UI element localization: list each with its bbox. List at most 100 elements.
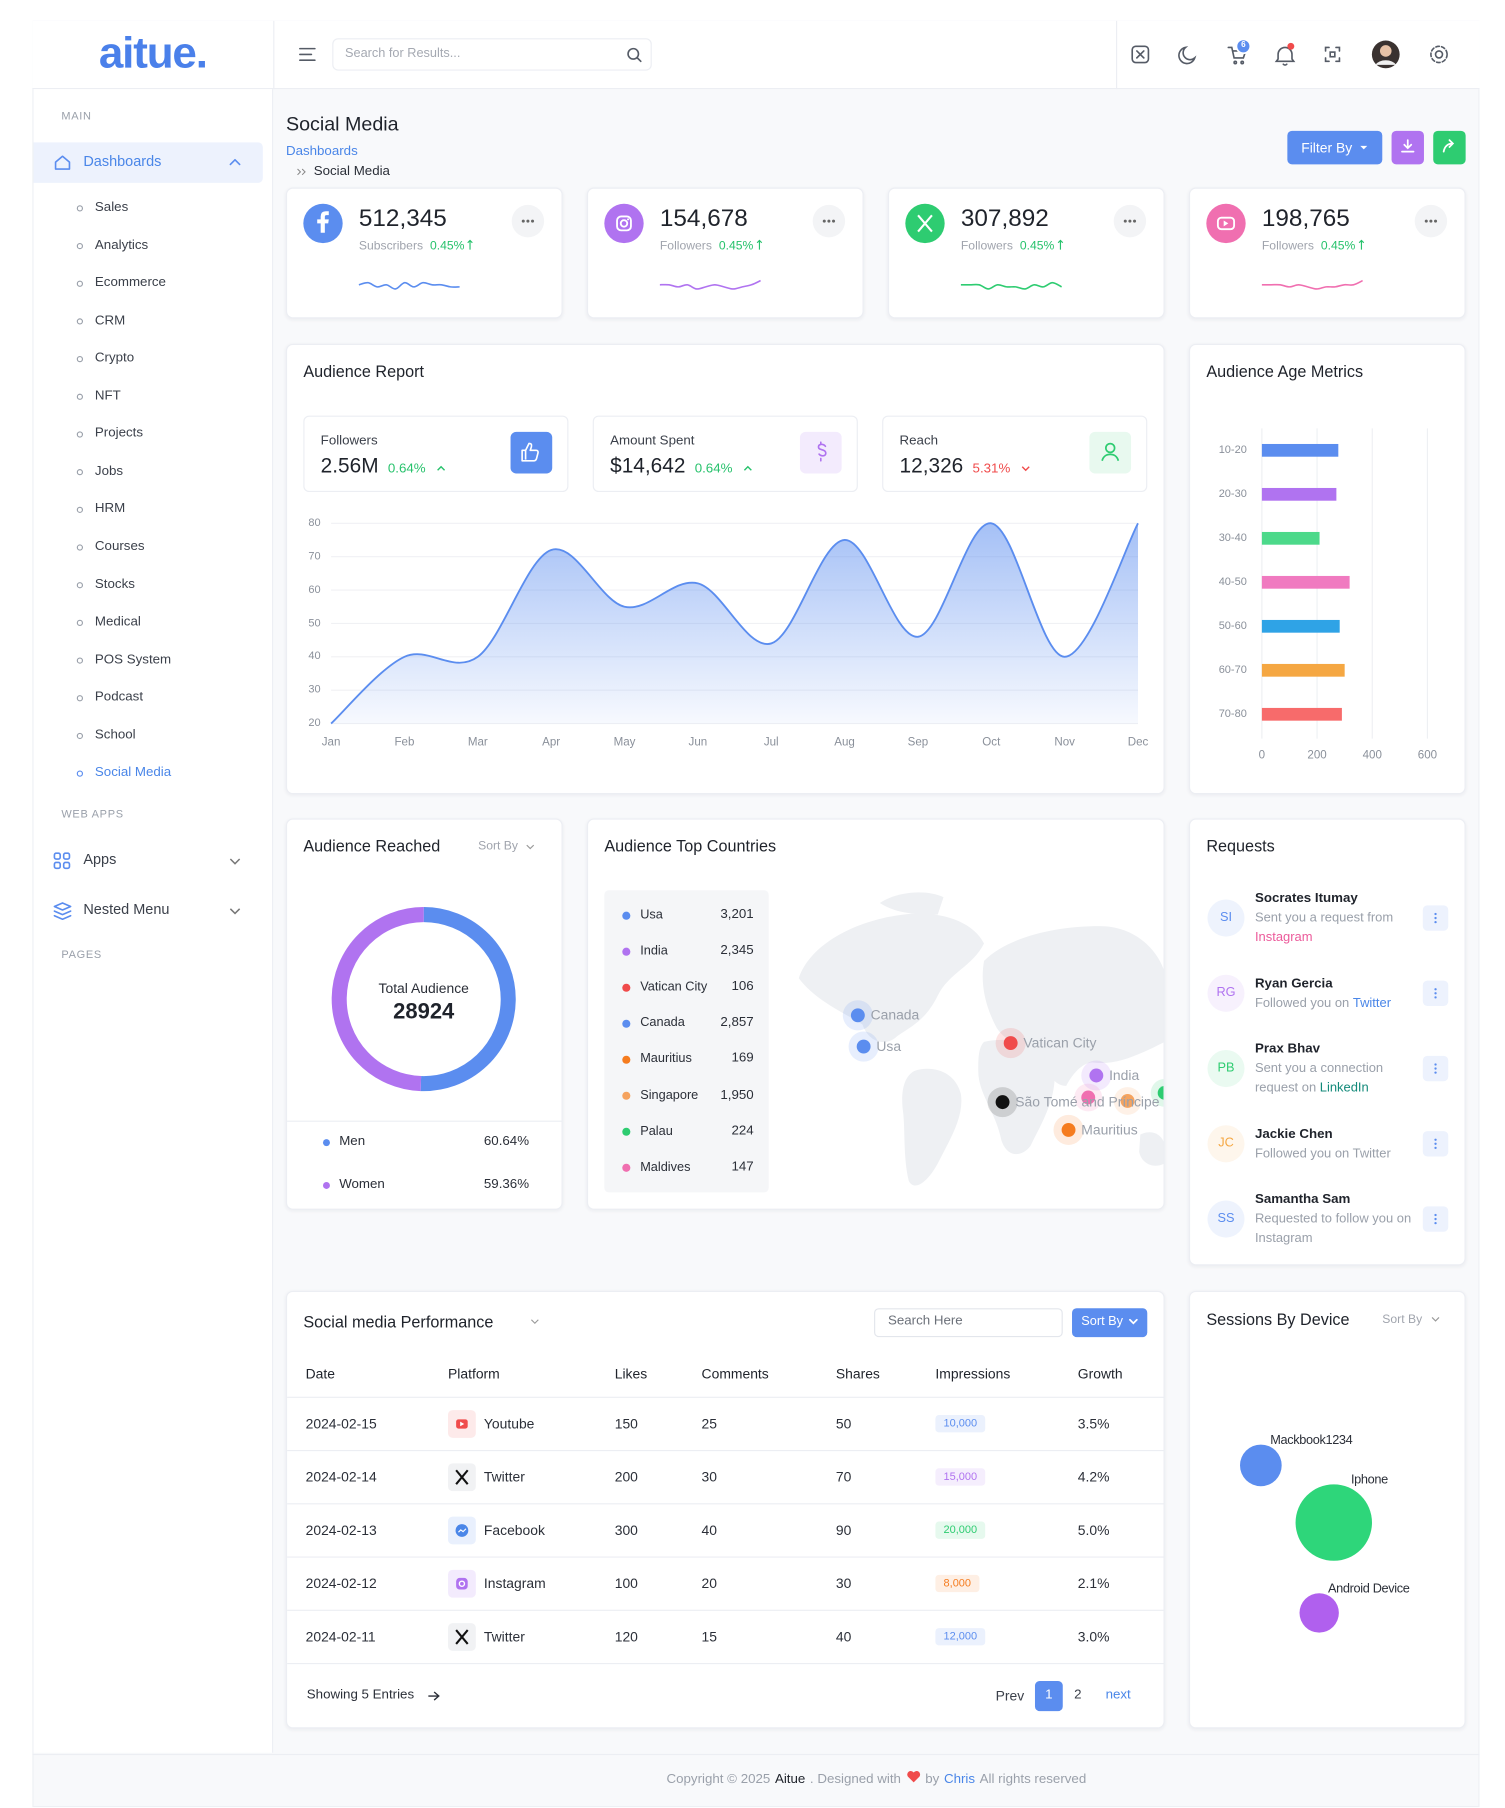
icon-part [1136,50,1145,59]
filter-label[interactable]: Filter By [1301,139,1353,157]
more-dot [1429,219,1433,223]
avatar-initials: JC [1218,1136,1234,1151]
menu-group[interactable]: Nested Menu [83,901,170,918]
stat-label: Subscribers [358,239,424,254]
cell-platform: Instagram [483,1575,546,1592]
country-dot [622,1019,631,1028]
stat-meta: Followers 0.45% [1262,239,1365,254]
icon-part [627,218,630,221]
search-box[interactable] [332,38,652,71]
icon-part [1360,145,1368,150]
menu-item[interactable]: HRM [94,501,126,516]
menu-item[interactable]: Medical [94,614,141,629]
donut-total: 28924 [393,999,455,1025]
pagination-next[interactable]: next [1105,1688,1131,1702]
stat-label: Followers [1261,239,1314,254]
author-link[interactable]: Chris [943,1772,976,1787]
stat-value: 307,892 [960,205,1049,233]
sort-label[interactable]: Sort By [1382,1312,1423,1327]
avatar-initials: SI [1219,910,1233,925]
country-name: Mauritius [640,1052,692,1066]
request-link[interactable]: LinkedIn [1319,1081,1369,1096]
trend-arrow [1358,239,1364,250]
menu-item[interactable]: Analytics [94,238,149,252]
stat-change: 0.45% [718,239,754,254]
menu-item[interactable]: Social Media [94,765,172,780]
menu-group[interactable]: Dashboards [83,153,162,170]
kpi-label: Reach [899,434,939,449]
menu-item[interactable]: Projects [94,426,144,441]
bubble [1295,1484,1372,1561]
menu-item[interactable]: Jobs [94,464,124,479]
menu-bullet [76,657,84,664]
icon-part [1223,220,1229,227]
pagination-page[interactable]: 2 [1074,1688,1082,1702]
cell-platform: Twitter [483,1468,525,1486]
bubble-label: Android Device [1328,1582,1410,1596]
kebab-dot [1434,1213,1437,1217]
pagination-prev[interactable]: Prev [995,1687,1025,1704]
menu-item[interactable]: NFT [94,388,121,403]
sort-label[interactable]: Sort By [1081,1314,1124,1329]
menu-item[interactable]: Podcast [94,690,144,705]
menu-item[interactable]: CRM [94,313,126,328]
stat-icon [604,203,644,244]
map-dot [995,1095,1010,1110]
page-active[interactable] [1034,1680,1063,1712]
map-dot [1089,1068,1104,1083]
table-search[interactable] [874,1308,1063,1338]
country-value: 147 [731,1159,754,1174]
menu-group[interactable]: Apps [83,851,117,868]
pagination-page[interactable]: 1 [1045,1688,1053,1702]
active-menu-bg[interactable] [33,142,263,183]
icon-part [1401,139,1415,153]
icon-part [1434,50,1444,59]
map-dot [850,1008,865,1023]
menu-bullet [76,318,84,325]
sort-label[interactable]: Sort By [478,838,518,853]
menu-item[interactable]: Sales [94,200,129,215]
more-dot [827,219,831,223]
stat-glyph [317,211,329,233]
card-title: Sessions By Device [1206,1310,1350,1329]
menu-item[interactable]: Crypto [94,351,135,366]
icon-part [436,465,445,471]
request-text: Sent you a connection request on LinkedI… [1255,1059,1412,1098]
y-tick-label: 60 [308,583,321,597]
x-tick-label: Nov [1054,736,1075,750]
icon-part [62,861,71,870]
filter-button[interactable] [1287,130,1383,165]
stat-meta: Subscribers 0.45% [359,239,474,254]
trend-arrow [1057,239,1063,250]
menu-item[interactable]: Stocks [94,577,135,592]
search-placeholder: Search Here [887,1314,963,1328]
request-name: Ryan Gercia [1254,977,1333,992]
y-tick-label: 40-50 [1218,575,1247,589]
menu-bullet [76,506,84,513]
breadcrumb-link[interactable]: Dashboards [285,144,358,159]
kebab-dot [1434,992,1437,995]
bubble-label: Iphone [1350,1473,1388,1488]
cell-likes: 150 [614,1415,638,1432]
avatar [1207,974,1245,1012]
breadcrumb-sep [297,168,306,176]
menu-item[interactable]: Ecommerce [94,275,166,290]
icon-part [1233,60,1238,65]
y-tick-label: 20-30 [1218,487,1247,501]
stat-glyph [616,215,632,232]
menu-item[interactable]: School [94,727,136,742]
menu-item[interactable]: POS System [94,652,172,667]
request-link[interactable]: Instagram [1254,930,1313,945]
more-dot [1424,219,1428,223]
cell-date: 2024-02-14 [305,1468,377,1486]
kebab-dot [1434,1067,1437,1070]
country-value: 3,201 [720,907,754,922]
y-tick-label: 80 [308,516,321,530]
column-header: Growth [1077,1365,1123,1383]
country-value: 2,345 [720,943,754,958]
map-label: Usa [876,1038,902,1055]
icon-part [1139,1132,1164,1166]
cell-comments: 15 [701,1628,718,1645]
request-link[interactable]: Twitter [1352,996,1392,1011]
menu-item[interactable]: Courses [94,539,145,554]
